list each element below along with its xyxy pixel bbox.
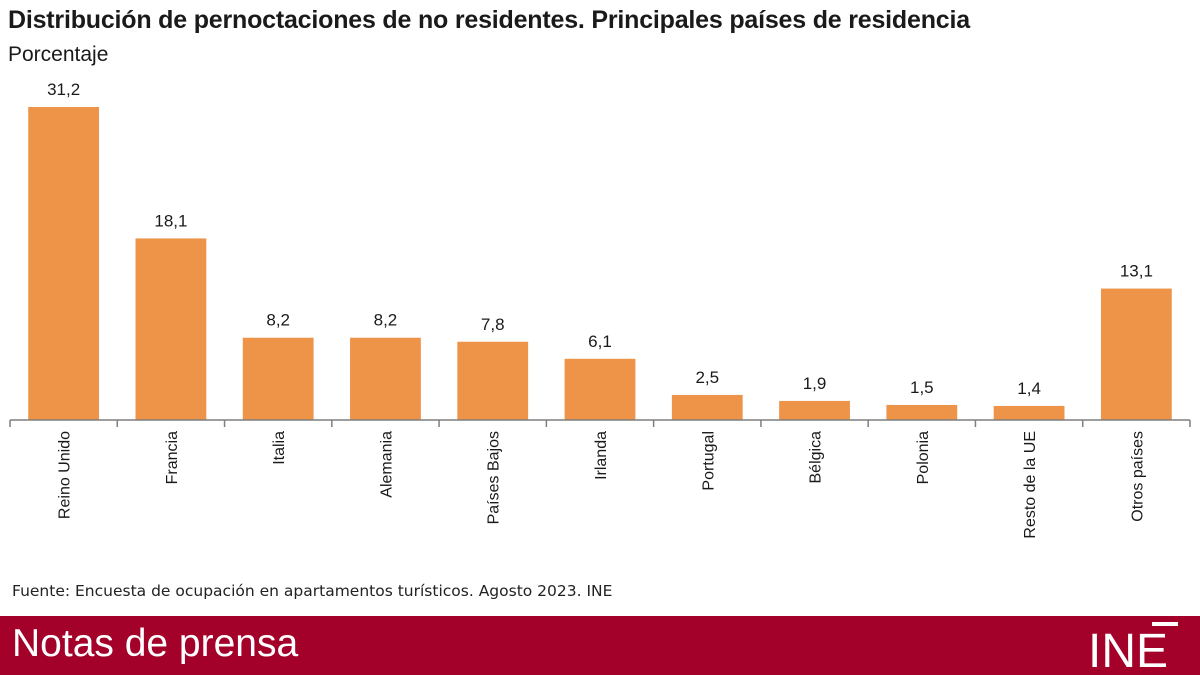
bar: [886, 404, 958, 420]
category-label: Francia: [164, 431, 181, 484]
bar: [135, 238, 207, 420]
bar: [457, 341, 529, 420]
value-labels-layer: 31,2 18,1 8,2 8,2 7,8 6,1 2,5 1,9 1,5 1,4 13,1: [47, 80, 1153, 398]
chart-title: Distribución de pernoctaciones de no res…: [8, 6, 970, 34]
bar-value-label: 13,1: [1120, 262, 1153, 281]
bar-chart: 31,2 18,1 8,2 8,2 7,8 6,1 2,5 1,9 1,5 1,4 13,1 Rei…: [9, 80, 1191, 539]
bar-value-label: 31,2: [47, 80, 80, 99]
bar-value-label: 18,1: [154, 211, 187, 230]
bar: [28, 107, 100, 420]
bar: [779, 400, 850, 420]
bar: [242, 337, 314, 420]
x-axis-ticks-layer: [9, 420, 1191, 427]
bar: [1100, 288, 1172, 420]
bar-value-label: 1,9: [803, 374, 827, 393]
bar: [671, 394, 743, 420]
ine-logo-text: INE: [1088, 625, 1168, 672]
category-label: Polonia: [915, 431, 932, 484]
bar-value-label: 6,1: [588, 332, 612, 351]
bar: [993, 405, 1065, 420]
bar: [564, 358, 636, 420]
bar-value-label: 1,5: [910, 378, 934, 397]
chart-subtitle: Porcentaje: [8, 43, 109, 66]
category-labels-layer: Reino Unido Francia Italia Alemania Países B…: [57, 431, 1147, 539]
category-label: Países Bajos: [486, 431, 503, 524]
bar: [350, 337, 421, 420]
footer-label: Notas de prensa: [12, 622, 299, 665]
ine-logo-macron: [1152, 622, 1178, 626]
source-note: Fuente: Encuesta de ocupación en apartam…: [12, 582, 613, 600]
bar-value-label: 8,2: [266, 311, 290, 330]
category-label: Otros países: [1129, 431, 1146, 522]
bar-value-label: 2,5: [695, 368, 719, 387]
ine-logo: INE: [1088, 622, 1178, 672]
bar-value-label: 7,8: [481, 315, 505, 334]
category-label: Irlanda: [593, 431, 610, 480]
bar-value-label: 1,4: [1017, 379, 1041, 398]
category-label: Portugal: [700, 431, 717, 491]
category-label: Alemania: [378, 431, 395, 498]
footer-banner: Notas de prensa INE: [0, 616, 1200, 675]
category-label: Italia: [271, 431, 288, 465]
category-label: Bélgica: [808, 431, 825, 484]
category-label: Resto de la UE: [1022, 431, 1039, 539]
bars-layer: [28, 107, 1172, 420]
bar-value-label: 8,2: [374, 311, 398, 330]
category-label: Reino Unido: [57, 431, 74, 519]
